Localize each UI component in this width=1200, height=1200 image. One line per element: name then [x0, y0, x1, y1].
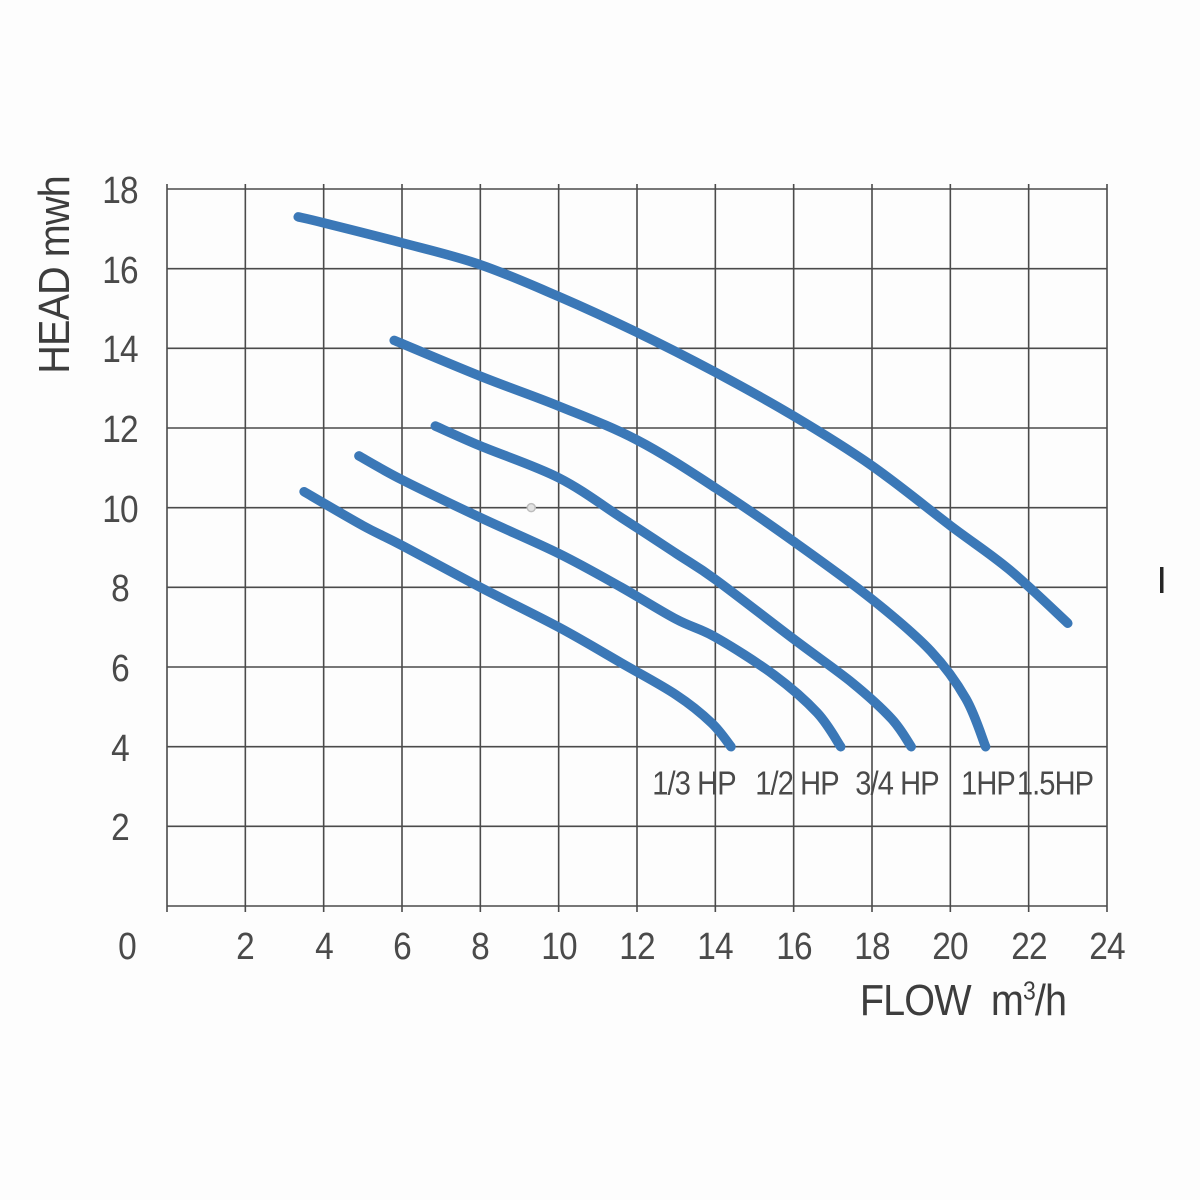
- x-tick-label-20: 20: [932, 926, 969, 968]
- x-tick-label-18: 18: [854, 926, 890, 968]
- curve-3-4-hp: [430, 421, 916, 752]
- y-axis-title: HEAD mwh: [30, 176, 79, 374]
- y-tick-label-12: 12: [102, 409, 138, 451]
- x-tick-label-10: 10: [540, 926, 577, 968]
- x-tick-label-22: 22: [1010, 926, 1047, 968]
- curve-label-1hp: 1HP: [960, 764, 1016, 802]
- x-tick-label-4: 4: [314, 926, 334, 968]
- y-tick-label-16: 16: [102, 249, 138, 292]
- curve-1-3-hp: [299, 486, 736, 752]
- curve-label-3-4-hp: 3/4 HP: [855, 764, 939, 802]
- y-tick-label-6: 6: [111, 648, 130, 690]
- y-tick-label-4: 4: [111, 727, 130, 770]
- x-tick-label-12: 12: [619, 926, 655, 968]
- x-tick-label-14: 14: [697, 926, 734, 968]
- x-tick-label-2: 2: [236, 926, 255, 968]
- x-tick-label-24: 24: [1089, 926, 1125, 968]
- curve-label-1-3-hp: 1/3 HP: [652, 764, 736, 802]
- stray-dot: [526, 502, 536, 513]
- x-axis-title-sup: 3: [1022, 977, 1036, 1006]
- curve-1-2-hp: [354, 451, 846, 752]
- x-tick-label-0: 0: [118, 926, 137, 968]
- y-tick-label-18: 18: [102, 170, 138, 212]
- curve-1-5hp: [293, 212, 1073, 628]
- y-tick-label-14: 14: [102, 329, 138, 372]
- curve-label-1-2-hp: 1/2 HP: [755, 764, 839, 802]
- x-tick-label-8: 8: [471, 926, 490, 968]
- x-axis-title: FLOW m3/h: [859, 976, 1067, 1026]
- curve-1hp: [389, 335, 991, 752]
- right-edge-mark: [1160, 567, 1164, 593]
- curve-label-1-5hp: 1.5HP: [1016, 764, 1094, 802]
- x-tick-label-16: 16: [775, 926, 812, 968]
- y-tick-label-8: 8: [111, 568, 130, 611]
- x-axis-title-unit: m: [990, 976, 1024, 1025]
- x-axis-title-tail: /h: [1034, 976, 1067, 1025]
- x-tick-label-6: 6: [393, 926, 412, 968]
- y-tick-label-2: 2: [111, 807, 130, 850]
- y-tick-label-10: 10: [102, 488, 138, 531]
- x-axis-title-word: FLOW: [859, 976, 972, 1025]
